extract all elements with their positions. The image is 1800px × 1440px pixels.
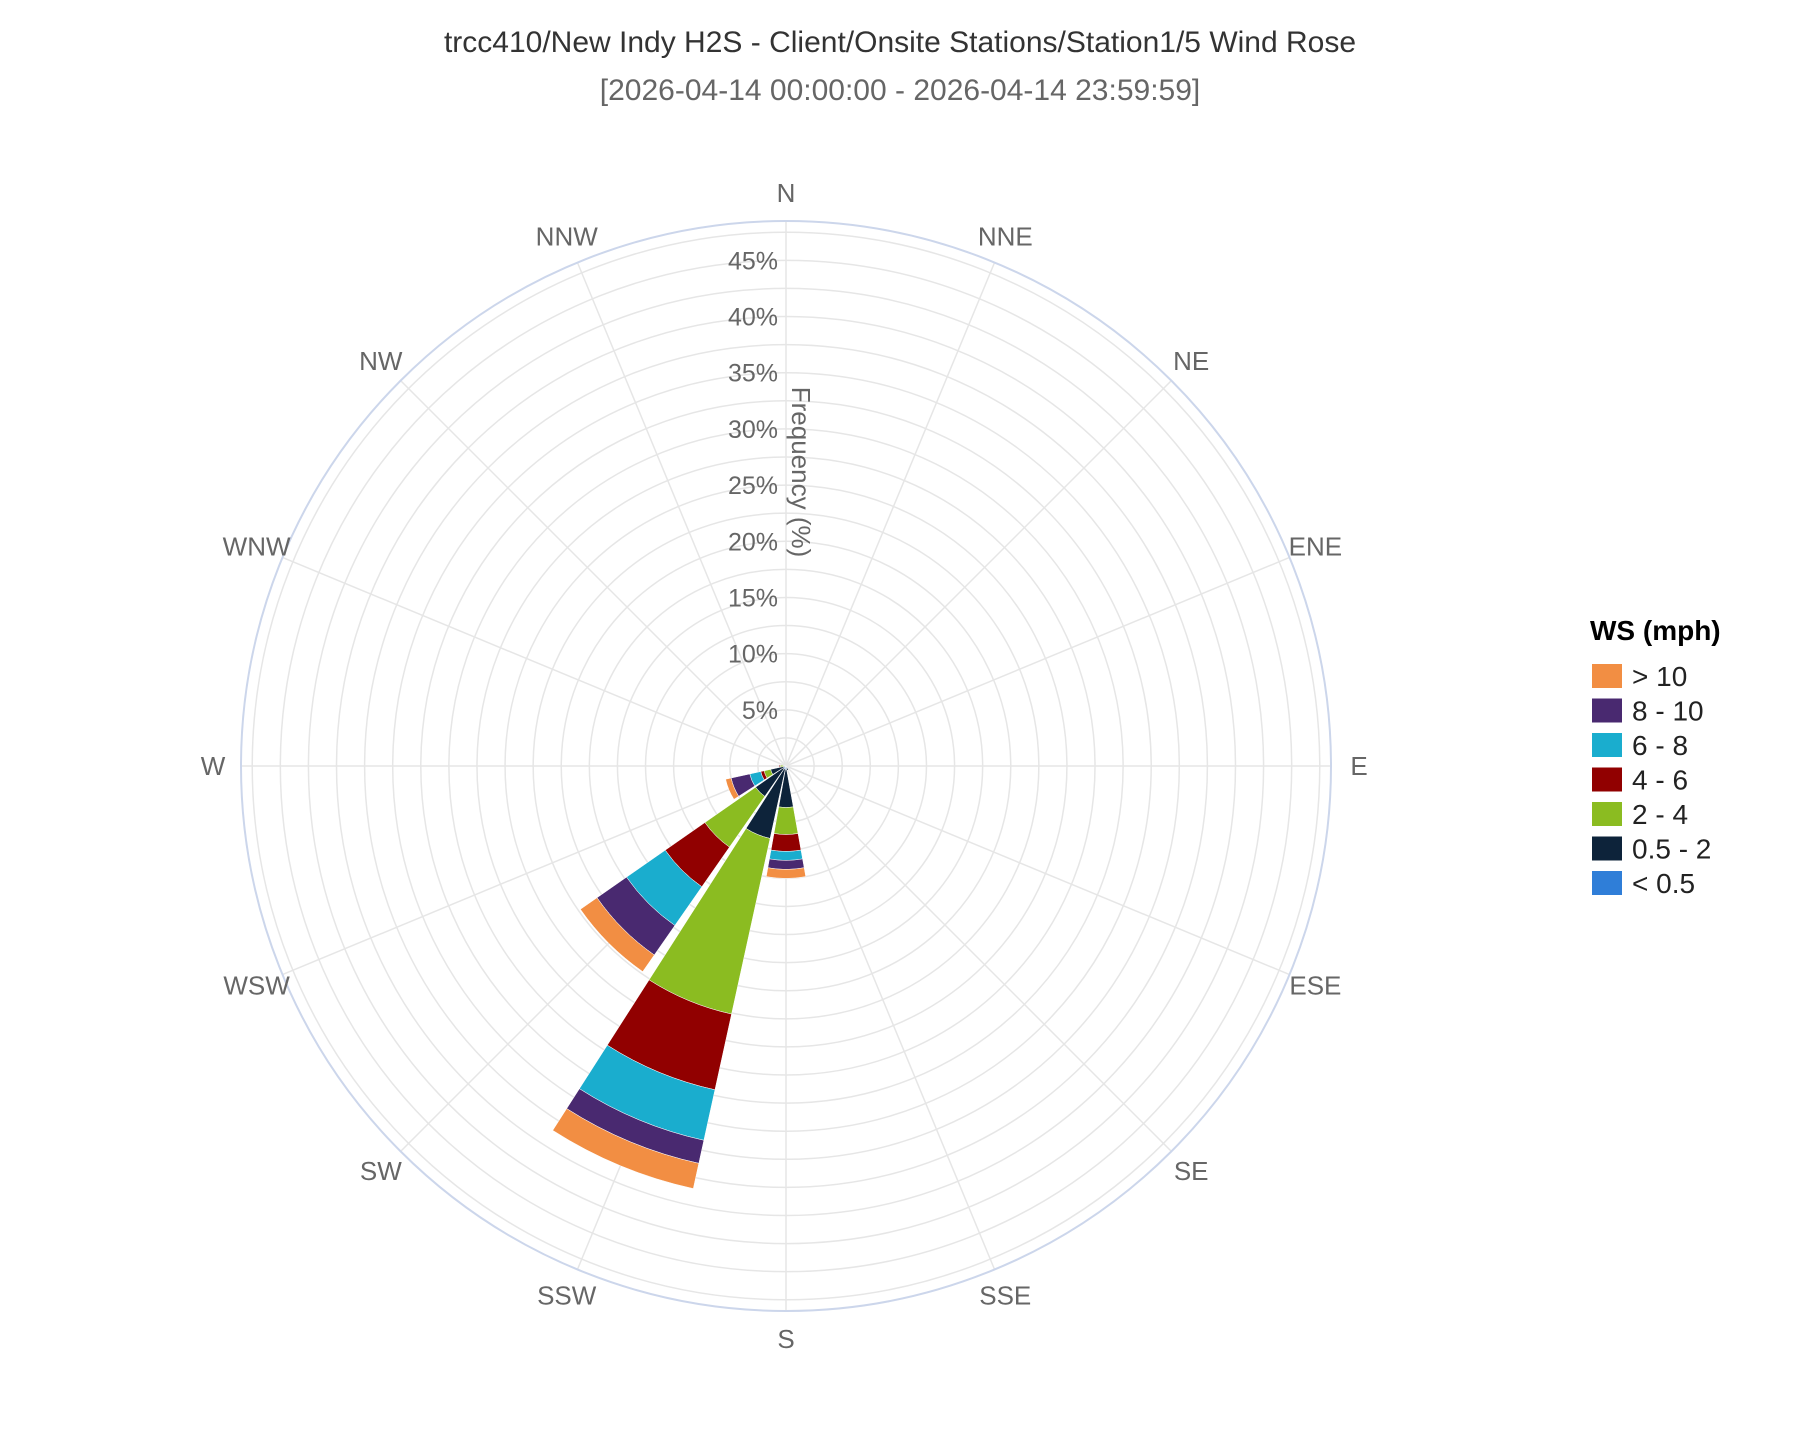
direction-label-nnw: NNW (536, 222, 599, 252)
direction-label-sse: SSE (979, 1280, 1031, 1310)
grid-ring (363, 343, 1209, 1189)
grid-spoke (785, 765, 996, 1270)
grid-spoke (785, 380, 1172, 767)
legend-label: 2 - 4 (1632, 799, 1688, 830)
direction-label-ssw: SSW (537, 1280, 597, 1310)
direction-label-se: SE (1174, 1156, 1209, 1186)
grid-ring (588, 568, 984, 964)
grid-spoke (400, 380, 787, 767)
wedge-w-0-5-2[interactable] (783, 765, 787, 767)
radial-tick-label: 35% (728, 360, 778, 388)
direction-label-e: E (1350, 751, 1367, 781)
direction-label-wnw: WNW (223, 532, 291, 562)
radial-tick-label: 40% (728, 304, 778, 332)
legend-swatch (1592, 802, 1622, 826)
direction-labels: N NNE NE ENE E ESE SE SSE S SSW SW WSW W WNW NW NNW (201, 178, 1368, 1354)
direction-label-n: N (777, 178, 796, 208)
polar-grid (240, 220, 1332, 1312)
legend-item[interactable]: 4 - 6 (1592, 765, 1688, 796)
legend-swatch (1592, 836, 1622, 861)
legend[interactable]: WS (mph) > 10 8 - 106 - 8 4 - 62 - 4 0.5 - … (1590, 615, 1721, 899)
wedge-ssw--10[interactable] (552, 1108, 700, 1189)
radial-tick-label: 30% (728, 416, 778, 444)
legend-title: WS (mph) (1590, 615, 1721, 646)
radial-tick-label: 10% (728, 641, 778, 669)
wind-rose-bars (552, 764, 807, 1189)
wedge-wsw--10[interactable] (725, 777, 740, 800)
chart-title: trcc410/New Indy H2S - Client/Onsite Sta… (444, 26, 1356, 59)
grid-spoke (785, 556, 1290, 767)
legend-label: > 10 (1632, 661, 1687, 692)
grid-ring (532, 512, 1040, 1020)
grid-ring (448, 428, 1124, 1104)
grid-ring (420, 400, 1152, 1132)
grid-spoke (785, 262, 996, 767)
radial-tick-label: 5% (742, 697, 778, 725)
grid-spoke (785, 765, 1290, 976)
legend-item[interactable]: 8 - 10 (1592, 696, 1704, 727)
radial-axis-title: Frequency (%) (786, 387, 816, 558)
direction-label-wsw: WSW (223, 970, 290, 1000)
wedge-w-4-6[interactable] (779, 764, 781, 768)
direction-label-w: W (201, 751, 226, 781)
grid-ring (616, 596, 956, 936)
legend-swatch (1592, 733, 1622, 757)
wedge-s-8-10[interactable] (767, 858, 805, 870)
grid-ring (251, 231, 1321, 1301)
direction-label-sw: SW (360, 1156, 402, 1186)
grid-ring (307, 287, 1265, 1245)
legend-swatch (1592, 664, 1622, 688)
legend-label: 0.5 - 2 (1632, 834, 1711, 865)
wedge-w-2-4[interactable] (780, 764, 785, 768)
grid-spoke (785, 765, 1172, 1152)
legend-item[interactable]: 6 - 8 (1592, 730, 1688, 761)
grid-ring (560, 540, 1012, 992)
direction-label-ene: ENE (1289, 532, 1342, 562)
legend-label: < 0.5 (1632, 868, 1695, 899)
wedge-s--10[interactable] (765, 867, 807, 879)
radial-tick-label: 25% (728, 472, 778, 500)
grid-spoke (576, 262, 787, 767)
radial-tick-label: 45% (728, 247, 778, 275)
grid-ring (476, 456, 1096, 1076)
radial-tick-labels: 5% 10% 15% 20% 25% 30% 35% 40% 45% (728, 247, 778, 724)
direction-label-s: S (777, 1324, 794, 1354)
wedge-s-2-4[interactable] (773, 806, 799, 835)
grid-ring (391, 371, 1181, 1161)
grid-ring (335, 315, 1237, 1217)
radial-tick-label: 20% (728, 528, 778, 556)
chart-subtitle: [2026-04-14 00:00:00 - 2026-04-14 23:59:… (600, 74, 1200, 107)
legend-swatch (1592, 871, 1622, 895)
grid-ring (644, 624, 928, 908)
legend-item[interactable]: < 0.5 (1592, 868, 1695, 899)
legend-item[interactable]: 0.5 - 2 (1592, 834, 1711, 865)
grid-ring (279, 259, 1293, 1273)
grid-spoke (282, 556, 787, 767)
direction-label-nne: NNE (978, 222, 1033, 252)
legend-swatch (1592, 767, 1622, 792)
grid-ring (504, 484, 1068, 1048)
direction-label-nw: NW (359, 346, 403, 376)
outer-ring (240, 220, 1332, 1312)
radial-tick-label: 15% (728, 584, 778, 612)
legend-item[interactable]: > 10 (1592, 661, 1687, 692)
legend-label: 4 - 6 (1632, 765, 1688, 796)
legend-swatch (1592, 698, 1622, 723)
direction-label-ese: ESE (1289, 970, 1341, 1000)
wedge-sw--10[interactable] (580, 897, 655, 972)
direction-label-ne: NE (1173, 346, 1209, 376)
wedge-s-4-6[interactable] (770, 833, 802, 852)
wedge-s-6-8[interactable] (769, 849, 803, 861)
legend-item[interactable]: 2 - 4 (1592, 799, 1688, 830)
legend-label: 8 - 10 (1632, 696, 1704, 727)
grid-spoke (282, 765, 787, 976)
legend-label: 6 - 8 (1632, 730, 1688, 761)
